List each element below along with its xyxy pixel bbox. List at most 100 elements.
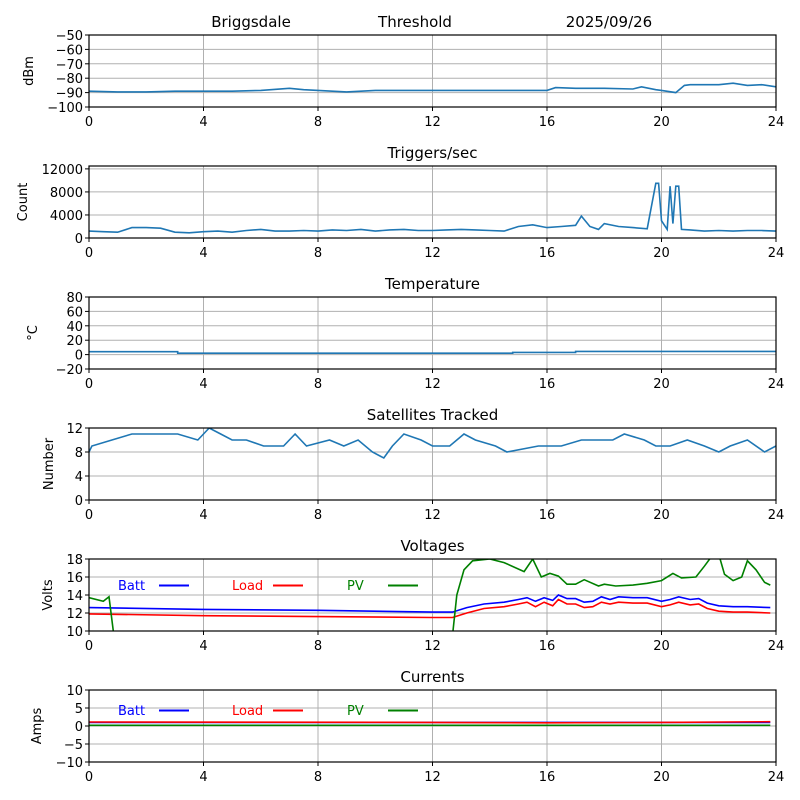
y-tick-label: 0 [75, 349, 83, 364]
x-tick-label: 12 [424, 770, 441, 785]
y-tick-label: 80 [66, 291, 83, 306]
x-tick-label: 16 [539, 115, 556, 130]
x-tick-label: 8 [314, 377, 322, 392]
x-tick-label: 0 [85, 246, 93, 261]
subplot-title: Voltages [400, 537, 464, 555]
legend-label-pv: PV [347, 704, 364, 719]
x-tick-label: 4 [199, 508, 207, 523]
x-tick-label: 4 [199, 377, 207, 392]
series-line-threshold [89, 82, 776, 94]
y-tick-label: −5 [64, 738, 83, 753]
x-tick-label: 16 [539, 246, 556, 261]
date-title: 2025/09/26 [566, 13, 652, 31]
y-tick-label: 12000 [42, 163, 83, 178]
x-tick-label: 8 [314, 770, 322, 785]
legend-label-load: Load [232, 704, 263, 719]
subplot-6: 0 4 8 12 16 20 24 −10 −5 0 5 10 Currents Amps Batt Load… [30, 668, 784, 785]
y-tick-label: 60 [66, 305, 83, 320]
x-tick-label: 24 [768, 246, 785, 261]
y-tick-label: −60 [56, 43, 83, 58]
x-tick-label: 16 [539, 508, 556, 523]
x-tick-label: 24 [768, 508, 785, 523]
x-tick-label: 4 [199, 115, 207, 130]
x-tick-label: 8 [314, 639, 322, 654]
y-tick-label: 18 [66, 553, 83, 568]
subplot-1: 0 4 8 12 16 20 24 −100−90−80−70−60−50 dBm [22, 29, 784, 130]
x-tick-label: 0 [85, 377, 93, 392]
y-tick-label: 8000 [50, 186, 83, 201]
x-tick-label: 0 [85, 115, 93, 130]
y-tick-label: 4000 [50, 209, 83, 224]
y-tick-label: −10 [56, 756, 83, 771]
series-line-load [89, 598, 771, 619]
series-line-triggers [89, 182, 776, 234]
x-tick-label: 24 [768, 377, 785, 392]
station-title: Briggsdale [211, 13, 291, 31]
subplot-title: Triggers/sec [387, 144, 478, 162]
subplot-title: Satellites Tracked [367, 406, 498, 424]
x-tick-label: 0 [85, 770, 93, 785]
legend-label-batt: Batt [118, 704, 145, 719]
subplot-title: Currents [400, 668, 464, 686]
legend-label-batt: Batt [118, 579, 145, 594]
series-line-satellites [89, 428, 776, 460]
y-tick-label: −90 [56, 87, 83, 102]
x-tick-label: 20 [653, 246, 670, 261]
x-tick-label: 20 [653, 639, 670, 654]
y-tick-label: 0 [75, 720, 83, 735]
y-axis-label: Number [42, 437, 57, 490]
subplot-5: 0 4 8 12 16 20 24 10 12 14 16 18 Voltages Volts Batt Lo… [41, 537, 784, 654]
series-line-batt [89, 594, 771, 613]
x-tick-label: 16 [539, 770, 556, 785]
x-tick-label: 12 [424, 639, 441, 654]
x-tick-label: 4 [199, 639, 207, 654]
x-tick-label: 16 [539, 639, 556, 654]
y-tick-label: 12 [66, 607, 83, 622]
y-tick-label: 8 [75, 446, 83, 461]
y-tick-label: 20 [66, 334, 83, 349]
x-tick-label: 4 [199, 246, 207, 261]
y-tick-label: 5 [75, 702, 83, 717]
y-axis-label: Amps [30, 707, 45, 744]
x-tick-label: 8 [314, 246, 322, 261]
x-tick-label: 20 [653, 508, 670, 523]
y-tick-label: −50 [56, 29, 83, 44]
x-tick-label: 20 [653, 115, 670, 130]
x-tick-label: 20 [653, 770, 670, 785]
subplot-2: 0 4 8 12 16 20 24 0 4000 8000 12000 Triggers/sec Cou… [16, 144, 784, 261]
x-tick-label: 4 [199, 770, 207, 785]
y-tick-label: 0 [75, 232, 83, 247]
x-tick-label: 12 [424, 115, 441, 130]
subplot-4: 0 4 8 12 16 20 24 0 4 8 12 Satellites Tracked Number [42, 406, 784, 523]
y-tick-label: 10 [66, 625, 83, 640]
y-axis-label: Count [16, 183, 31, 222]
x-tick-label: 8 [314, 508, 322, 523]
x-tick-label: 0 [85, 639, 93, 654]
y-tick-label: 12 [66, 422, 83, 437]
mode-title: Threshold [377, 13, 452, 31]
y-tick-label: −100 [47, 101, 83, 116]
y-tick-label: −20 [56, 363, 83, 378]
legend-label-load: Load [232, 579, 263, 594]
y-tick-label: 40 [66, 320, 83, 335]
y-axis-label: dBm [22, 56, 37, 86]
y-tick-label: −70 [56, 58, 83, 73]
legend-label-pv: PV [347, 579, 364, 594]
y-tick-label: 0 [75, 494, 83, 509]
x-tick-label: 8 [314, 115, 322, 130]
series-line-load [89, 720, 771, 724]
x-tick-label: 12 [424, 377, 441, 392]
y-tick-label: 10 [66, 684, 83, 699]
series-line-temperature [89, 350, 776, 355]
y-tick-label: 4 [75, 470, 83, 485]
x-tick-label: 24 [768, 770, 785, 785]
x-tick-label: 0 [85, 508, 93, 523]
x-tick-label: 20 [653, 377, 670, 392]
y-tick-label: −80 [56, 72, 83, 87]
x-tick-label: 12 [424, 246, 441, 261]
x-tick-label: 16 [539, 377, 556, 392]
x-tick-label: 24 [768, 639, 785, 654]
y-tick-label: 16 [66, 571, 83, 586]
